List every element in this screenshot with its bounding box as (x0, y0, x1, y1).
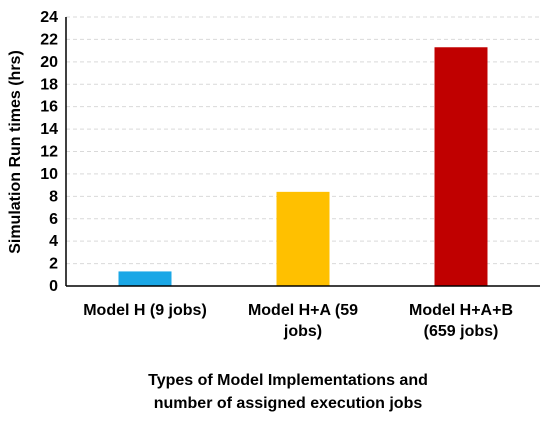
bar (434, 47, 488, 287)
y-tick-label: 20 (40, 54, 58, 71)
x-axis-title: Types of Model Implementations and number… (148, 372, 428, 412)
x-category-label: Model H+A+B (659 jobs) (409, 302, 513, 340)
axes (65, 17, 540, 287)
y-tick-label: 8 (49, 188, 58, 205)
bar (118, 271, 172, 286)
y-tick-label: 16 (40, 99, 58, 116)
y-tick-label: 12 (40, 144, 58, 161)
y-tick-label: 4 (49, 233, 58, 250)
bars (118, 47, 488, 287)
y-tick-label: 14 (40, 121, 58, 138)
y-tick-label: 2 (49, 256, 58, 273)
y-tick-label: 18 (40, 76, 58, 93)
bar (276, 191, 330, 286)
y-tick-label: 22 (40, 31, 58, 48)
x-category-label: Model H+A (59 jobs) (248, 302, 358, 340)
y-tick-label: 0 (49, 278, 58, 295)
x-category-label: Model H (9 jobs) (83, 302, 207, 319)
y-tick-label: 24 (40, 9, 58, 26)
y-axis-title: Simulation Run times (hrs) (7, 50, 24, 254)
y-tick-label: 6 (49, 211, 58, 228)
x-category-labels: Model H (9 jobs) Model H+A (59 jobs) Model … (83, 302, 513, 340)
y-tick-label: 10 (40, 166, 58, 183)
